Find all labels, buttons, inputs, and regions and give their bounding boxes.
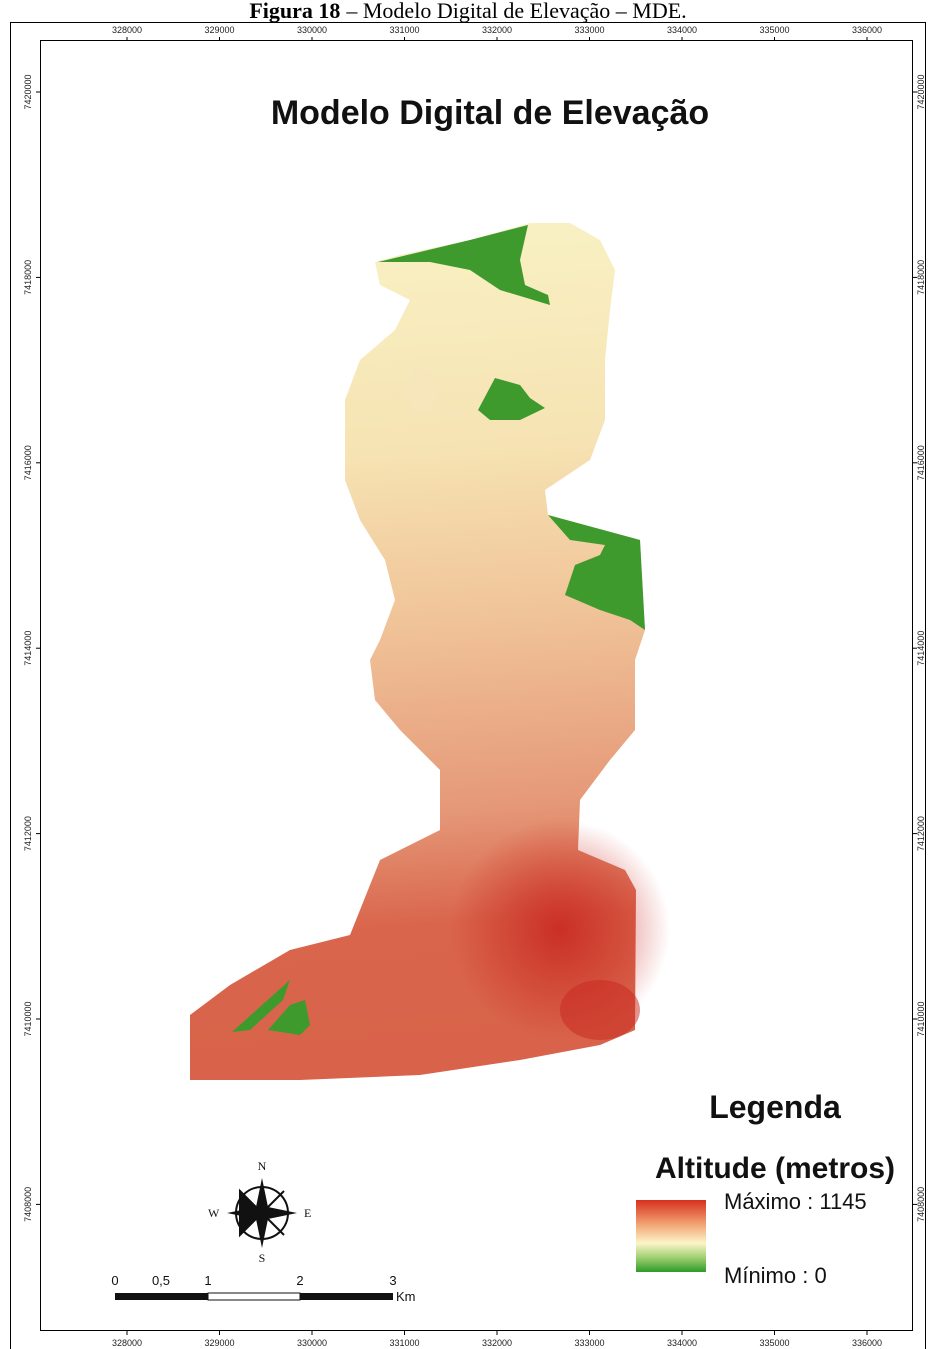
x-coord-label: 336000 — [852, 1338, 882, 1348]
y-coord-label: 7408000 — [23, 1187, 33, 1222]
high-terrain — [560, 980, 640, 1040]
y-coord-label: 7418000 — [23, 260, 33, 295]
north-arrow: N S E W — [208, 1159, 311, 1265]
compass-s: S — [259, 1251, 266, 1265]
x-coord-label: 336000 — [852, 25, 882, 35]
compass-n: N — [258, 1159, 267, 1173]
legend-color-ramp — [636, 1200, 706, 1272]
x-coord-label: 329000 — [204, 1338, 234, 1348]
compass-e: E — [304, 1206, 311, 1220]
scale-label: 1 — [204, 1273, 211, 1288]
legend-subtitle: Altitude (metros) — [655, 1152, 895, 1185]
y-coord-label: 7414000 — [23, 631, 33, 666]
terrain-detail — [407, 368, 437, 412]
y-coord-label: 7420000 — [23, 74, 33, 109]
caption-label: Figura 18 — [249, 0, 340, 23]
x-coord-label: 331000 — [389, 25, 419, 35]
y-coord-label: 7414000 — [916, 631, 926, 666]
x-coord-label: 333000 — [574, 25, 604, 35]
y-coord-label: 7412000 — [23, 816, 33, 851]
map-title: Modelo Digital de Elevação — [271, 94, 709, 132]
x-coord-label: 333000 — [574, 1338, 604, 1348]
y-coord-label: 7420000 — [916, 74, 926, 109]
x-coord-label: 335000 — [759, 25, 789, 35]
scale-segment — [115, 1293, 208, 1300]
x-coord-label: 332000 — [482, 25, 512, 35]
y-coord-label: 7408000 — [916, 1187, 926, 1222]
page: Figura 18– Modelo Digital de Elevação – … — [0, 0, 936, 1349]
scale-label: 0 — [111, 1273, 118, 1288]
elevation-raster — [190, 223, 670, 1080]
compass-w: W — [208, 1206, 220, 1220]
y-coord-label: 7410000 — [23, 1001, 33, 1036]
y-coord-label: 7416000 — [916, 445, 926, 480]
scale-segment — [208, 1293, 300, 1300]
x-coord-label: 331000 — [389, 1338, 419, 1348]
x-coord-label: 330000 — [297, 25, 327, 35]
scale-label: 2 — [296, 1273, 303, 1288]
x-coord-label: 328000 — [112, 1338, 142, 1348]
scale-label: 3 — [389, 1273, 396, 1288]
scale-label: 0,5 — [152, 1273, 170, 1288]
scale-unit: Km — [396, 1289, 416, 1304]
legend-max-label: Máximo : 1145 — [724, 1189, 867, 1214]
caption: Figura 18– Modelo Digital de Elevação – … — [249, 0, 686, 23]
y-coord-label: 7412000 — [916, 816, 926, 851]
caption-text: – Modelo Digital de Elevação – MDE. — [345, 0, 686, 23]
legend-title: Legenda — [709, 1089, 841, 1125]
x-coord-label: 332000 — [482, 1338, 512, 1348]
legend-min-label: Mínimo : 0 — [724, 1263, 827, 1288]
x-coord-label: 328000 — [112, 25, 142, 35]
x-coord-label: 334000 — [667, 25, 697, 35]
x-coord-label: 330000 — [297, 1338, 327, 1348]
x-coord-label: 335000 — [759, 1338, 789, 1348]
scale-segment — [300, 1293, 393, 1300]
scale-bar: 0 0,5 1 2 3Km — [111, 1273, 415, 1304]
y-coord-label: 7410000 — [916, 1001, 926, 1036]
y-coord-label: 7416000 — [23, 445, 33, 480]
y-coord-label: 7418000 — [916, 260, 926, 295]
x-coord-label: 334000 — [667, 1338, 697, 1348]
x-coord-label: 329000 — [204, 25, 234, 35]
